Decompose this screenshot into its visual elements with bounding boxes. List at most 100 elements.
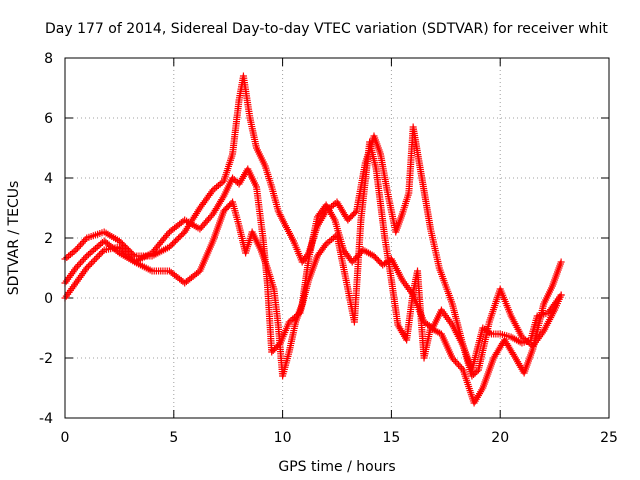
data-point <box>77 259 85 267</box>
data-point <box>232 177 240 185</box>
data-point <box>73 262 81 270</box>
data-point <box>170 239 178 246</box>
data-point <box>121 249 129 257</box>
x-tick-label: 0 <box>61 430 70 446</box>
y-tick-label: 6 <box>44 111 53 127</box>
y-tick-label: 4 <box>44 171 53 187</box>
data-point <box>125 246 133 254</box>
data-point <box>97 249 105 257</box>
data-point <box>75 243 83 251</box>
data-point <box>78 239 86 247</box>
data-point <box>99 248 107 256</box>
data-point <box>72 264 80 272</box>
data-point <box>353 253 361 261</box>
series-trace-a <box>61 72 565 380</box>
data-point <box>356 249 364 257</box>
data-point <box>123 251 131 258</box>
data-point <box>168 240 176 248</box>
data-point <box>84 262 92 270</box>
y-tick-label: 2 <box>44 231 53 247</box>
data-point <box>351 255 359 263</box>
data-point <box>129 251 137 258</box>
data-point <box>321 242 329 250</box>
x-tick-label: 10 <box>274 430 292 446</box>
data-point <box>455 361 463 369</box>
data-point <box>95 251 103 259</box>
data-point <box>125 252 133 260</box>
x-axis-label: GPS time / hours <box>278 459 395 475</box>
data-point <box>178 231 186 239</box>
data-point <box>126 248 134 255</box>
y-tick-label: -2 <box>39 351 53 367</box>
x-tick-label: 15 <box>382 430 400 446</box>
data-point <box>176 233 184 240</box>
data-point <box>448 354 456 362</box>
data-point <box>120 242 128 249</box>
data-point <box>348 258 356 266</box>
data-point <box>456 363 464 371</box>
data-point <box>72 246 80 254</box>
data-point <box>450 356 458 364</box>
data-point <box>120 248 128 255</box>
data-point <box>470 371 478 378</box>
data-point <box>118 240 126 248</box>
data-point <box>128 255 136 263</box>
x-tick-label: 25 <box>600 430 618 446</box>
data-point <box>75 261 83 269</box>
data-point <box>89 257 97 265</box>
data-markers <box>61 72 565 407</box>
x-tick-label: 5 <box>169 430 178 446</box>
data-point <box>80 255 88 263</box>
data-point <box>78 257 86 265</box>
data-point <box>458 364 466 372</box>
data-point <box>354 251 362 259</box>
series-trace-b <box>61 138 565 407</box>
data-point <box>83 264 91 272</box>
tick-labels: 0 5 10 15 20 25 -4 -2 0 2 4 6 8 <box>39 51 618 446</box>
data-point <box>473 368 481 375</box>
data-point <box>453 359 461 367</box>
chart-title: Day 177 of 2014, Sidereal Day-to-day VTE… <box>45 21 608 37</box>
data-point <box>557 291 565 299</box>
data-point <box>81 254 89 262</box>
data-point <box>451 357 459 365</box>
data-point <box>126 254 134 261</box>
data-point <box>172 237 180 245</box>
data-point <box>128 249 136 257</box>
data-point <box>121 243 129 251</box>
data-point <box>94 253 102 261</box>
y-tick-label: 0 <box>44 291 53 307</box>
data-point <box>351 209 359 216</box>
data-point <box>167 242 175 249</box>
data-point <box>229 174 237 182</box>
data-point <box>117 239 125 246</box>
data-point <box>173 236 181 243</box>
y-tick-label: 8 <box>44 51 53 67</box>
y-axis-label: SDTVAR / TECUs <box>6 181 22 296</box>
data-point <box>77 241 85 249</box>
x-tick-label: 20 <box>491 430 509 446</box>
data-point <box>118 246 126 254</box>
data-point <box>91 256 99 264</box>
data-point <box>115 237 123 245</box>
data-point <box>123 245 131 252</box>
plot-frame <box>64 57 610 419</box>
data-point <box>552 299 560 307</box>
data-point <box>230 176 238 183</box>
data-point <box>92 254 100 262</box>
data-point <box>471 369 479 377</box>
data-point <box>350 256 358 264</box>
data-point <box>115 243 123 251</box>
data-point <box>175 234 183 242</box>
data-point <box>165 243 173 251</box>
data-point <box>86 261 94 269</box>
data-point <box>73 244 81 252</box>
data-point <box>117 245 125 252</box>
data-point <box>81 236 89 244</box>
series-trace-c <box>61 198 565 380</box>
data-point <box>557 258 565 266</box>
data-point <box>80 237 88 245</box>
data-point <box>88 259 96 267</box>
data-point <box>468 372 476 380</box>
